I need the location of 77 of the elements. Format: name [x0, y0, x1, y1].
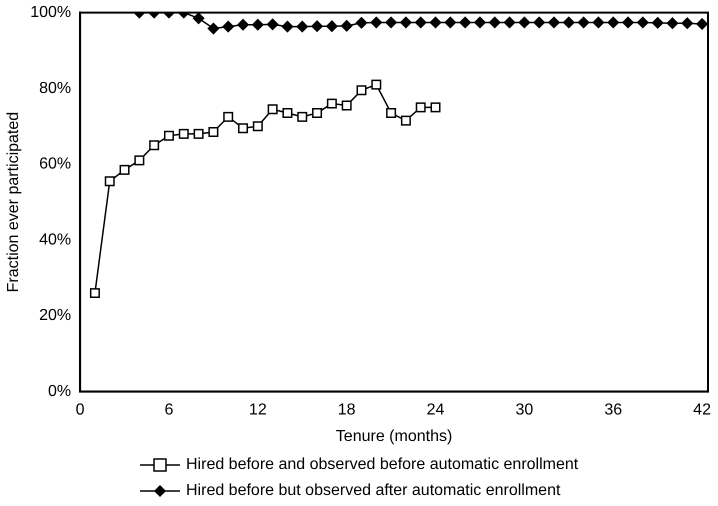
point — [134, 155, 144, 166]
point — [208, 22, 220, 34]
y-axis-title: Fraction ever participated — [5, 112, 22, 292]
point — [474, 16, 486, 28]
point — [504, 16, 516, 28]
point — [416, 102, 426, 112]
point — [548, 16, 560, 28]
point — [266, 18, 278, 30]
point — [578, 16, 590, 28]
point — [268, 104, 278, 114]
x-tick-label: 18 — [338, 402, 356, 419]
point — [296, 20, 308, 32]
x-tick-label: 42 — [693, 402, 712, 419]
point — [326, 20, 338, 32]
point — [666, 17, 678, 29]
point — [386, 108, 396, 118]
point — [238, 123, 248, 134]
y-tick-label: 80% — [39, 80, 72, 97]
point — [400, 16, 412, 28]
point — [459, 16, 471, 28]
point — [222, 20, 234, 32]
point — [312, 108, 322, 118]
x-tick-label: 12 — [248, 402, 267, 419]
point — [340, 20, 352, 32]
x-tick-label: 30 — [515, 402, 534, 419]
point — [607, 16, 619, 28]
point — [637, 16, 649, 28]
point — [682, 17, 694, 29]
x-tick-label: 24 — [426, 402, 445, 419]
point — [518, 16, 530, 28]
point — [356, 85, 366, 96]
point — [252, 121, 263, 132]
x-tick-label: 0 — [76, 402, 85, 419]
y-tick-label: 0% — [48, 383, 72, 400]
point — [430, 16, 442, 28]
point — [592, 16, 604, 28]
point — [370, 16, 382, 28]
point — [400, 116, 411, 126]
legend-label: Hired before but observed after automatic enrollment — [186, 482, 560, 500]
point — [489, 16, 501, 28]
point — [194, 128, 204, 139]
x-axis-title: Tenure (months) — [336, 428, 452, 445]
point — [371, 80, 382, 90]
point — [652, 17, 664, 29]
point — [90, 288, 100, 298]
point — [356, 17, 368, 29]
point — [563, 16, 575, 28]
point — [149, 140, 160, 150]
x-tick-label: 36 — [604, 402, 622, 419]
y-tick-label: 40% — [39, 231, 72, 248]
point — [533, 16, 545, 28]
point — [385, 16, 397, 28]
point — [237, 18, 249, 30]
y-tick-label: 60% — [39, 156, 72, 173]
point — [297, 112, 308, 122]
point — [414, 16, 426, 28]
point — [342, 100, 352, 110]
point — [208, 126, 218, 137]
point — [282, 108, 292, 118]
point — [104, 176, 115, 186]
point — [311, 20, 323, 32]
point — [696, 18, 708, 30]
point — [164, 130, 174, 141]
point — [120, 164, 130, 175]
point — [622, 16, 634, 28]
point — [430, 102, 441, 112]
point — [252, 18, 264, 30]
point — [178, 128, 189, 139]
point — [444, 16, 456, 28]
legend-label: Hired before and observed before automatic enrollment — [186, 456, 578, 474]
point — [282, 20, 294, 32]
point — [223, 112, 234, 122]
point — [326, 98, 337, 109]
y-tick-label: 20% — [39, 307, 72, 324]
y-tick-label: 100% — [30, 4, 72, 22]
x-tick-label: 6 — [164, 402, 174, 419]
point — [192, 12, 204, 24]
